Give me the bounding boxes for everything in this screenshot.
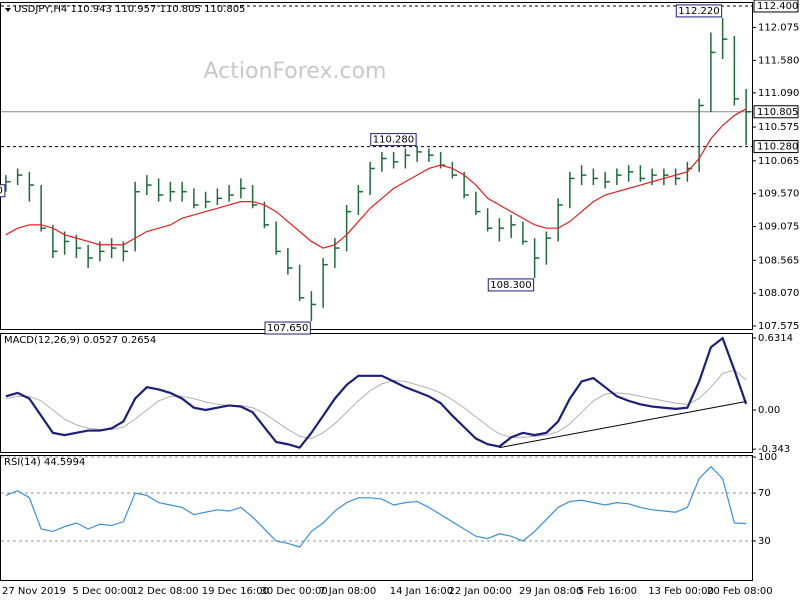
y-tick-label: 111.580: [758, 55, 799, 66]
annotation-box: [370, 133, 417, 147]
title-icon: [5, 8, 11, 12]
x-tick-label: 29 Jan 08:00: [519, 586, 582, 597]
y-tick-label: -0.343: [758, 444, 790, 455]
panel-title: USDJPY,H4 110.943 110.957 110.805 110.80…: [14, 4, 245, 15]
x-tick-label: 7 Jan 08:00: [319, 586, 376, 597]
x-tick-label: 30 Dec 00:00: [261, 586, 328, 597]
y-tick-label: 30: [758, 536, 771, 547]
annotation-label: 110.280: [373, 135, 414, 146]
x-tick-label: 5 Dec 00:00: [73, 586, 134, 597]
rsi-frame: [0, 455, 753, 581]
x-tick-label: 19 Dec 16:00: [202, 586, 269, 597]
x-tick-label: 14 Jan 16:00: [390, 586, 453, 597]
level-box: [753, 140, 799, 154]
moving-average: [5, 108, 747, 249]
annotation-label: 107.650: [267, 323, 308, 334]
y-tick-label: 109.075: [758, 222, 799, 233]
level-box: [753, 105, 799, 119]
macd-line: [5, 336, 748, 449]
y-tick-label: 112.075: [758, 23, 799, 34]
x-tick-label: 20 Feb 08:00: [707, 586, 773, 597]
y-tick-label: 100: [758, 452, 777, 463]
y-tick-label: 107.575: [758, 321, 799, 332]
x-tick-label: 13 Feb 00:00: [648, 586, 714, 597]
annotation-box: [675, 4, 723, 18]
y-tick-label: 110.065: [758, 156, 799, 167]
annotation-label: 108.300: [490, 280, 531, 291]
trendline: [499, 400, 747, 449]
level-label: 110.280: [757, 142, 798, 153]
x-tick-label: 22 Jan 00:00: [449, 586, 512, 597]
annotation-label: 112.220: [678, 6, 719, 17]
annotation-box: [264, 321, 311, 335]
level-box: [753, 0, 799, 13]
annotation-label: 720: [0, 186, 3, 197]
x-tick-label: 5 Feb 16:00: [578, 586, 637, 597]
macd-frame: [0, 333, 753, 453]
price-frame: [0, 2, 753, 330]
y-tick-label: 108.565: [758, 255, 799, 266]
level-label: 110.805: [757, 107, 798, 118]
y-tick-label: 70: [758, 488, 771, 499]
y-tick-label: 108.070: [758, 288, 799, 299]
y-tick-label: 109.570: [758, 189, 799, 200]
y-tick-label: 111.090: [758, 88, 799, 99]
y-tick-label: 0.00: [758, 405, 780, 416]
panel-title: RSI(14) 44.5994: [4, 457, 85, 468]
level-label: 112.400: [757, 1, 798, 12]
x-tick-label: 12 Dec 08:00: [131, 586, 198, 597]
x-tick-label: 27 Nov 2019: [2, 586, 66, 597]
y-tick-label: 110.575: [758, 122, 799, 133]
panel-title: MACD(12,26,9) 0.0527 0.2654: [4, 335, 156, 346]
signal-line: [5, 369, 747, 440]
y-tick-label: 0.6314: [758, 333, 793, 344]
watermark: ActionForex.com: [204, 59, 387, 84]
annotation-box: [0, 184, 6, 198]
rsi-line: [5, 465, 747, 548]
annotation-box: [487, 278, 535, 292]
